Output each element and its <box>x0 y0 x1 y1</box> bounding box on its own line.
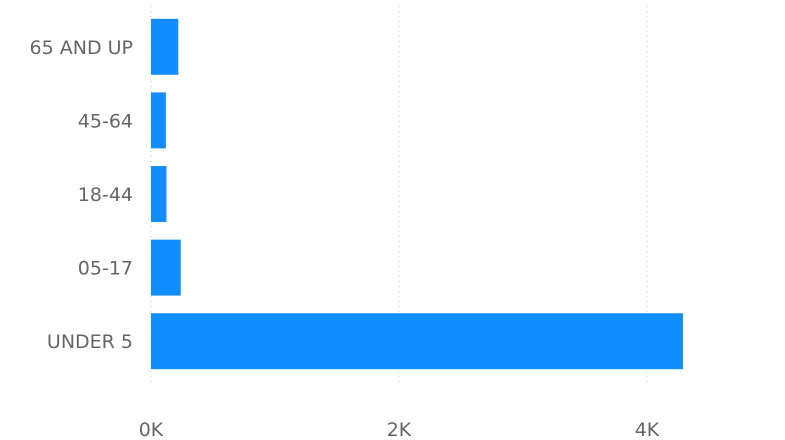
x-tick-label: 0K <box>139 419 164 440</box>
category-label: 65 AND UP <box>30 37 133 59</box>
bar[interactable] <box>151 18 179 75</box>
x-tick-label: 4K <box>635 419 660 440</box>
category-label: 18-44 <box>78 184 133 206</box>
x-axis-tick-labels: 0K 2K 4K <box>139 419 660 440</box>
x-tick-label: 2K <box>387 419 412 440</box>
bar[interactable] <box>151 239 181 296</box>
bar[interactable] <box>151 166 167 222</box>
category-label: UNDER 5 <box>47 331 133 353</box>
category-label: 45-64 <box>78 110 133 132</box>
category-label: 05-17 <box>78 258 133 280</box>
bars <box>151 18 683 370</box>
category-labels: 65 AND UP 45-64 18-44 05-17 UNDER 5 <box>30 37 133 353</box>
bar[interactable] <box>151 92 166 149</box>
bar[interactable] <box>151 313 683 370</box>
